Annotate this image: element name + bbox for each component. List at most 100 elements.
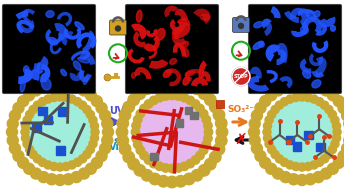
Ellipse shape — [183, 77, 190, 85]
Circle shape — [140, 104, 148, 113]
Circle shape — [85, 90, 96, 101]
Circle shape — [271, 105, 279, 114]
Circle shape — [141, 83, 153, 94]
Circle shape — [265, 116, 273, 124]
Circle shape — [18, 157, 29, 168]
Circle shape — [209, 151, 221, 163]
Circle shape — [260, 96, 271, 107]
FancyBboxPatch shape — [44, 116, 53, 124]
Circle shape — [23, 116, 31, 124]
Circle shape — [9, 110, 20, 121]
Circle shape — [23, 94, 97, 170]
Ellipse shape — [61, 69, 66, 76]
Circle shape — [191, 83, 203, 94]
Circle shape — [325, 105, 333, 114]
Circle shape — [158, 77, 169, 88]
Circle shape — [202, 115, 211, 124]
Circle shape — [44, 161, 52, 169]
Ellipse shape — [312, 80, 321, 88]
FancyBboxPatch shape — [38, 107, 47, 115]
Circle shape — [89, 116, 97, 124]
Ellipse shape — [201, 14, 209, 20]
Circle shape — [204, 128, 213, 136]
Circle shape — [198, 88, 210, 99]
Circle shape — [144, 100, 153, 108]
Circle shape — [180, 162, 189, 170]
Circle shape — [128, 94, 139, 106]
Circle shape — [204, 121, 212, 130]
Circle shape — [255, 150, 266, 162]
Circle shape — [134, 165, 146, 176]
Circle shape — [13, 102, 24, 114]
Circle shape — [50, 93, 58, 101]
Text: Vis: Vis — [109, 142, 125, 152]
Ellipse shape — [331, 26, 335, 31]
Circle shape — [149, 79, 161, 91]
Circle shape — [161, 92, 170, 100]
Circle shape — [249, 118, 260, 129]
Circle shape — [54, 174, 65, 186]
Circle shape — [29, 150, 37, 159]
Circle shape — [265, 94, 340, 170]
Circle shape — [73, 98, 82, 106]
Circle shape — [136, 109, 144, 118]
Circle shape — [332, 134, 341, 142]
Circle shape — [71, 172, 82, 183]
Circle shape — [286, 161, 294, 169]
Circle shape — [209, 101, 221, 113]
Circle shape — [155, 93, 164, 102]
FancyBboxPatch shape — [248, 5, 342, 94]
Circle shape — [21, 93, 99, 171]
Circle shape — [271, 150, 279, 159]
Text: SO₃²⁻: SO₃²⁻ — [227, 105, 255, 114]
Ellipse shape — [20, 79, 25, 92]
Circle shape — [83, 105, 91, 114]
Circle shape — [21, 134, 30, 142]
Ellipse shape — [253, 41, 263, 49]
Ellipse shape — [137, 10, 142, 22]
Circle shape — [292, 162, 300, 171]
Circle shape — [260, 157, 271, 168]
Circle shape — [280, 98, 289, 106]
FancyBboxPatch shape — [176, 119, 183, 127]
Circle shape — [24, 163, 35, 174]
Circle shape — [9, 143, 20, 154]
Circle shape — [133, 115, 142, 124]
Ellipse shape — [49, 37, 57, 45]
Circle shape — [327, 90, 338, 101]
Circle shape — [29, 105, 37, 114]
Text: ✗: ✗ — [235, 132, 247, 147]
Ellipse shape — [83, 76, 88, 84]
Circle shape — [168, 91, 176, 100]
Circle shape — [304, 162, 312, 171]
Circle shape — [150, 96, 158, 105]
Circle shape — [272, 168, 283, 179]
Circle shape — [200, 109, 208, 118]
Circle shape — [328, 146, 336, 154]
Circle shape — [39, 158, 46, 167]
Circle shape — [315, 158, 324, 167]
Circle shape — [119, 143, 131, 155]
Circle shape — [191, 100, 200, 108]
Circle shape — [200, 146, 208, 154]
Circle shape — [272, 85, 283, 96]
Circle shape — [266, 90, 277, 101]
Circle shape — [166, 76, 178, 88]
Ellipse shape — [181, 41, 189, 48]
Circle shape — [186, 96, 194, 105]
Circle shape — [63, 174, 74, 185]
Ellipse shape — [306, 10, 316, 20]
Circle shape — [183, 79, 195, 91]
Ellipse shape — [259, 42, 264, 47]
Circle shape — [191, 156, 200, 164]
Circle shape — [78, 155, 87, 163]
Circle shape — [325, 150, 333, 159]
Circle shape — [196, 104, 204, 113]
Circle shape — [327, 163, 338, 174]
Circle shape — [33, 155, 42, 163]
Circle shape — [73, 158, 82, 167]
Circle shape — [24, 90, 35, 101]
Circle shape — [238, 23, 244, 28]
Circle shape — [280, 172, 291, 183]
Circle shape — [46, 174, 57, 185]
